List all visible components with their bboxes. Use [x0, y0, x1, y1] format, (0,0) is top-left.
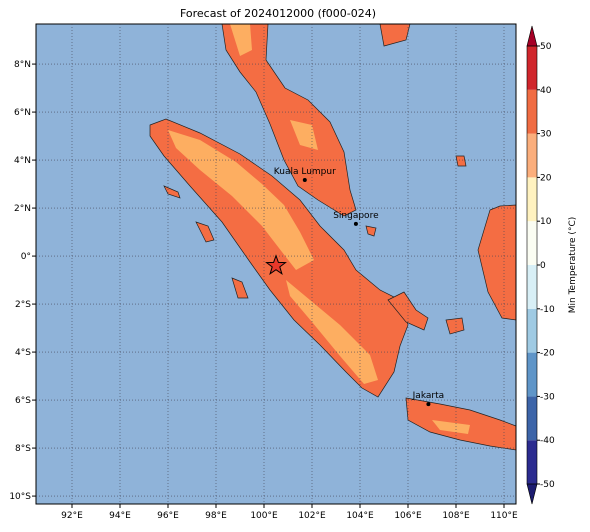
map-frame	[35, 23, 517, 505]
y-tick-label: 4°S	[15, 348, 31, 358]
y-tick-label: 2°N	[14, 204, 31, 214]
x-tick-label: 108°E	[442, 511, 470, 521]
colorbar-band	[527, 440, 537, 484]
location-star	[265, 254, 287, 276]
colorbar-tick-label: -40	[540, 436, 555, 446]
colorbar-band	[527, 396, 537, 441]
colorbar-band	[527, 265, 537, 309]
y-tick-label: 6°S	[15, 396, 31, 406]
colorbar-tick-label: -30	[540, 392, 555, 402]
colorbar-band	[527, 177, 537, 222]
colorbar-tick-label: 30	[540, 130, 552, 140]
colorbar-band	[527, 133, 537, 178]
colorbar-tick-label: -50	[540, 480, 555, 490]
y-tick-label: 2°S	[15, 300, 31, 310]
colorbar-tick-label: 0	[540, 261, 546, 271]
colorbar-tick-label: 40	[540, 86, 552, 96]
colorbar-tick-label: 50	[540, 42, 552, 52]
x-tick-label: 98°E	[205, 511, 227, 521]
city-dot	[426, 402, 431, 407]
colorbar-label: Min Temperature (°C)	[568, 217, 578, 314]
city-dot	[302, 178, 307, 182]
x-tick-label: 96°E	[157, 511, 179, 521]
land	[149, 23, 517, 451]
colorbar-band	[527, 221, 537, 265]
y-tick-label: 10°S	[9, 492, 31, 502]
y-tick-label: 8°S	[15, 444, 31, 454]
colorbar-band	[527, 352, 537, 397]
x-tick-label: 110°E	[490, 511, 518, 521]
colorbar-under	[526, 483, 538, 505]
x-tick-label: 100°E	[250, 511, 278, 521]
colorbar-band	[527, 89, 537, 134]
city-dot	[353, 221, 358, 226]
colorbar-band	[527, 308, 537, 353]
x-tick-label: 104°E	[346, 511, 374, 521]
colorbar-tick-label: 10	[540, 217, 552, 227]
colorbar-tick-label: -10	[540, 305, 555, 315]
x-tick-label: 92°E	[61, 511, 83, 521]
city-label: Singapore	[333, 211, 379, 221]
colorbar-over	[526, 25, 538, 47]
city-label: Jakarta	[412, 391, 444, 401]
y-tick-label: 0°	[21, 252, 31, 262]
y-tick-label: 8°N	[14, 60, 31, 70]
map-title: Forecast of 2024012000 (f000-024)	[180, 7, 376, 20]
x-tick-label: 102°E	[298, 511, 326, 521]
x-tick-label: 94°E	[109, 511, 131, 521]
y-tick-label: 4°N	[14, 156, 31, 166]
colorbar-tick-label: 20	[540, 173, 552, 183]
colorbar-band	[527, 46, 537, 90]
x-tick-label: 106°E	[394, 511, 422, 521]
y-tick-label: 6°N	[14, 108, 31, 118]
city-label: Kuala Lumpur	[274, 167, 336, 177]
colorbar-tick-label: -20	[540, 349, 555, 359]
